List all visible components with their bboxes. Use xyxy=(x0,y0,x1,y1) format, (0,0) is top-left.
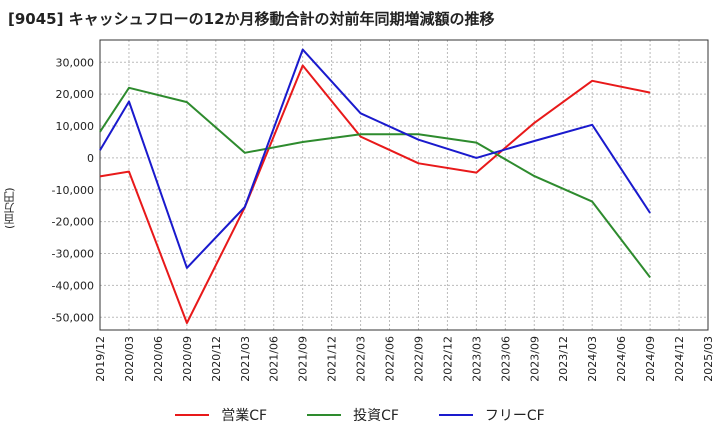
legend: 営業CF 投資CF フリーCF xyxy=(0,402,720,428)
legend-item-operating-cf: 営業CF xyxy=(175,405,267,425)
series-line-free-cf xyxy=(99,48,651,269)
x-tick-label: 2019/12 xyxy=(94,336,107,382)
legend-swatch-free-cf xyxy=(438,414,473,416)
x-tick-label: 2024/03 xyxy=(586,336,599,382)
x-tick-label: 2023/06 xyxy=(499,336,512,382)
x-tick-label: 2020/09 xyxy=(181,336,194,382)
x-tick-label: 2023/03 xyxy=(470,336,483,382)
series-line-investing-cf xyxy=(99,86,651,279)
x-tick-label: 2020/12 xyxy=(210,336,223,382)
y-tick-label: 20,000 xyxy=(56,88,95,101)
x-tick-label: 2021/06 xyxy=(268,336,281,382)
legend-item-free-cf: フリーCF xyxy=(438,405,545,425)
x-tick-label: 2023/12 xyxy=(557,336,570,382)
y-tick-label: 30,000 xyxy=(56,56,95,69)
legend-item-investing-cf: 投資CF xyxy=(307,405,399,425)
chart-title: [9045] キャッシュフローの12か月移動合計の対前年同期増減額の推移 xyxy=(8,10,495,28)
legend-swatch-operating-cf xyxy=(175,414,210,416)
series-line-operating-cf xyxy=(99,64,651,324)
legend-label-free-cf: フリーCF xyxy=(484,408,545,424)
y-tick-label: -10,000 xyxy=(52,184,94,197)
x-tick-label: 2025/03 xyxy=(702,336,715,382)
x-tick-label: 2024/12 xyxy=(673,336,686,382)
x-tick-label: 2021/12 xyxy=(326,336,339,382)
x-tick-label: 2022/12 xyxy=(441,336,454,382)
x-tick-label: 2020/03 xyxy=(123,336,136,382)
x-tick-label: 2024/06 xyxy=(615,336,628,382)
x-tick-label: 2021/09 xyxy=(297,336,310,382)
y-tick-label: -20,000 xyxy=(52,216,94,229)
legend-label-investing-cf: 投資CF xyxy=(353,408,399,424)
y-tick-label: 0 xyxy=(87,152,94,165)
x-tick-label: 2022/06 xyxy=(384,336,397,382)
legend-label-operating-cf: 営業CF xyxy=(221,408,268,424)
y-tick-label: -40,000 xyxy=(52,279,94,292)
x-tick-label: 2021/03 xyxy=(239,336,252,382)
y-tick-label: -30,000 xyxy=(52,248,94,261)
x-tick-label: 2020/06 xyxy=(152,336,165,382)
y-tick-label: -50,000 xyxy=(52,311,94,324)
x-tick-label: 2022/03 xyxy=(355,336,368,382)
legend-swatch-investing-cf xyxy=(307,414,342,416)
x-tick-label: 2022/09 xyxy=(412,336,425,382)
y-tick-label: 10,000 xyxy=(56,120,95,133)
plot-area-frame xyxy=(99,39,709,331)
x-tick-label: 2024/09 xyxy=(644,336,657,382)
x-tick-label: 2023/09 xyxy=(528,336,541,382)
